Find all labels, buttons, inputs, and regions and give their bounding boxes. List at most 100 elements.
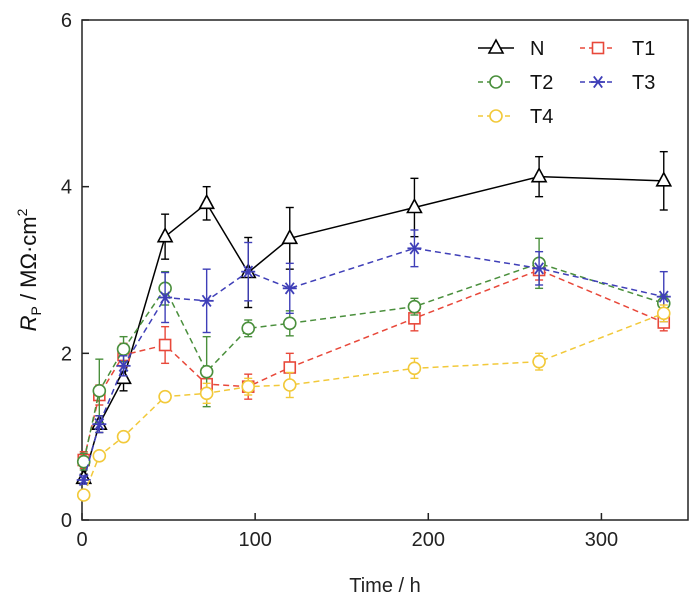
series-n xyxy=(75,150,673,485)
legend: N T1 T2 T3 T4 xyxy=(478,38,655,128)
data-point xyxy=(92,384,107,398)
marker-stroke xyxy=(118,359,129,372)
series-line xyxy=(82,262,664,462)
x-axis-label: Time / h xyxy=(349,575,421,597)
data-point xyxy=(198,193,216,210)
marker-shape xyxy=(530,166,548,183)
legend-item-t3: T3 xyxy=(580,72,655,94)
y-axis-label-main: R xyxy=(16,315,41,331)
marker-shape xyxy=(92,384,107,398)
data-point xyxy=(282,282,297,295)
y-tick-label: 2 xyxy=(61,343,72,365)
data-point xyxy=(199,364,214,379)
data-point xyxy=(76,473,91,487)
marker-shape xyxy=(116,429,131,444)
series-t4 xyxy=(76,304,671,502)
legend-marker xyxy=(487,38,505,54)
marker-shape xyxy=(406,197,423,214)
legend-label: T2 xyxy=(530,72,553,94)
marker-shape xyxy=(158,389,172,404)
marker-shape xyxy=(407,361,422,376)
marker-stroke xyxy=(658,290,669,303)
marker-shape xyxy=(115,368,132,385)
y-tick-label: 0 xyxy=(61,510,72,532)
data-point xyxy=(241,265,256,278)
marker-shape xyxy=(282,316,297,331)
data-point xyxy=(158,338,172,352)
data-point xyxy=(76,454,91,469)
marker-stroke xyxy=(243,265,254,278)
series-layer xyxy=(75,150,673,502)
marker-shape xyxy=(532,354,546,369)
marker-shape xyxy=(487,38,505,54)
marker-stroke xyxy=(201,294,212,307)
series-line xyxy=(83,175,664,479)
marker-shape xyxy=(656,306,671,321)
marker-shape xyxy=(407,299,422,314)
y-axis-label-sub: P xyxy=(28,306,44,315)
legend-label: T4 xyxy=(530,106,553,128)
marker-stroke xyxy=(534,262,545,275)
legend-item-t1: T1 xyxy=(580,38,655,60)
marker-shape xyxy=(282,378,297,392)
data-point xyxy=(655,171,673,187)
data-point xyxy=(92,449,107,463)
marker-shape xyxy=(283,361,297,374)
data-point xyxy=(407,361,422,376)
series-line xyxy=(83,269,665,461)
data-point xyxy=(532,354,546,369)
marker-shape xyxy=(198,193,216,210)
x-tick-label: 0 xyxy=(76,529,87,551)
data-point xyxy=(281,228,299,245)
data-point xyxy=(116,342,131,356)
series-t2 xyxy=(76,237,671,471)
legend-marker xyxy=(591,75,605,89)
marker-stroke xyxy=(94,418,105,431)
data-point xyxy=(92,418,107,431)
data-point xyxy=(407,299,422,314)
marker-shape xyxy=(489,109,503,123)
series-t3 xyxy=(76,229,671,487)
legend-marker xyxy=(489,109,503,123)
data-point xyxy=(530,166,548,183)
plot-frame xyxy=(81,19,689,521)
data-point xyxy=(282,316,297,331)
data-point xyxy=(115,368,132,385)
data-point xyxy=(156,226,174,243)
data-point xyxy=(199,386,214,401)
marker-shape xyxy=(241,379,256,394)
data-point xyxy=(283,361,297,374)
data-point xyxy=(407,242,422,255)
marker-shape xyxy=(489,75,503,89)
marker-shape xyxy=(92,449,107,463)
data-point xyxy=(406,197,423,214)
legend-item-n: N xyxy=(478,38,544,60)
marker-shape xyxy=(655,171,673,187)
y-tick-label: 4 xyxy=(61,177,72,199)
series-line xyxy=(83,247,664,481)
plot-border xyxy=(81,19,689,521)
marker-stroke xyxy=(409,242,420,255)
data-point xyxy=(158,389,172,404)
data-point xyxy=(656,290,671,303)
data-point xyxy=(241,379,256,394)
data-point xyxy=(282,378,297,392)
series-line xyxy=(83,312,665,496)
legend-item-t4: T4 xyxy=(478,106,553,128)
data-point xyxy=(116,359,131,372)
y-axis-label-sup: 2 xyxy=(14,208,30,216)
legend-item-t2: T2 xyxy=(478,72,553,94)
y-axis-label-rest: / MΩ·cm xyxy=(16,216,41,306)
y-tick-label: 6 xyxy=(61,10,72,32)
legend-marker xyxy=(489,75,503,89)
y-axis-label: RP / MΩ·cm2 xyxy=(14,208,44,331)
marker-stroke xyxy=(593,75,603,89)
marker-shape xyxy=(158,338,172,352)
data-point xyxy=(199,294,214,307)
marker-shape xyxy=(156,226,174,243)
marker-shape xyxy=(199,386,214,401)
marker-shape xyxy=(591,41,605,55)
marker-shape xyxy=(116,342,131,356)
marker-shape xyxy=(76,488,91,502)
data-point xyxy=(158,291,173,304)
